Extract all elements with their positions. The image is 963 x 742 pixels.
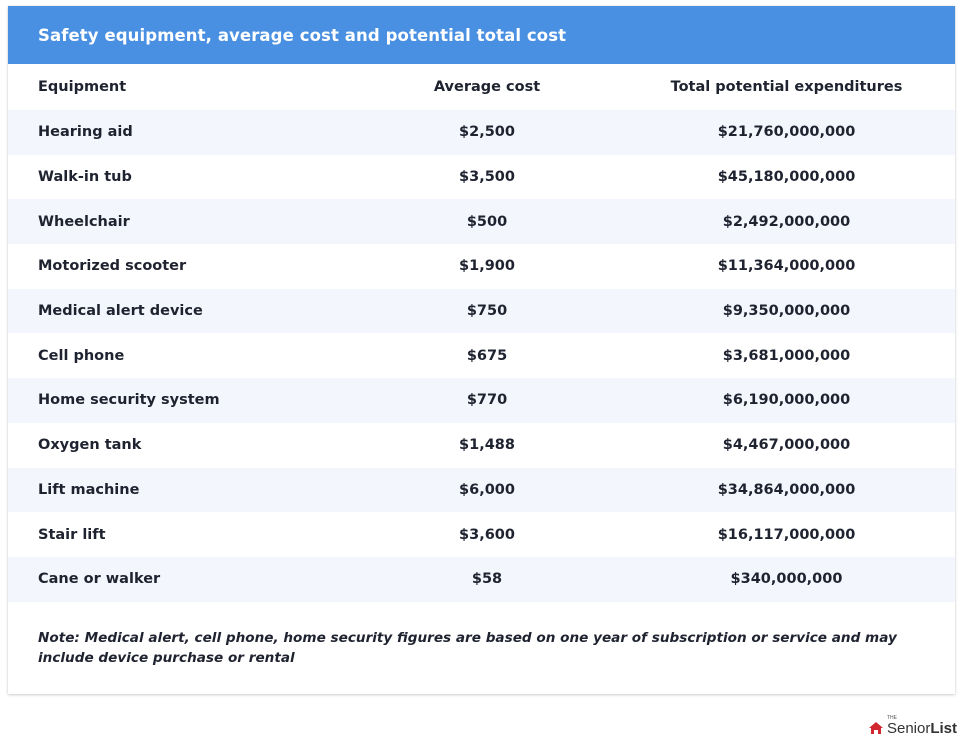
table-row: Hearing aid $2,500 $21,760,000,000 bbox=[8, 110, 955, 155]
table-row: Walk-in tub $3,500 $45,180,000,000 bbox=[8, 154, 955, 200]
cell-equipment: Cane or walker bbox=[38, 571, 161, 588]
logo-word-list: List bbox=[930, 719, 957, 737]
cell-average-cost: $675 bbox=[466, 347, 508, 364]
table-body: Hearing aid $2,500 $21,760,000,000 Walk-in … bbox=[8, 110, 955, 602]
cell-total-expenditures: $2,492,000,000 bbox=[722, 213, 851, 230]
column-header-total-expenditures: Total potential expenditures bbox=[670, 79, 903, 95]
cell-average-cost: $1,488 bbox=[459, 437, 515, 454]
table-note: Note: Medical alert, cell phone, home se… bbox=[38, 629, 897, 666]
senior-list-house-icon bbox=[868, 722, 883, 734]
cell-equipment: Wheelchair bbox=[38, 213, 130, 230]
column-header-equipment: Equipment bbox=[38, 79, 127, 95]
cell-total-expenditures: $45,180,000,000 bbox=[717, 169, 856, 186]
logo-prefix: THE bbox=[886, 714, 897, 721]
cell-equipment: Walk-in tub bbox=[38, 169, 132, 186]
cell-equipment: Home security system bbox=[38, 392, 220, 409]
table-row: Oxygen tank $1,488 $4,467,000,000 bbox=[8, 422, 955, 468]
cell-equipment: Lift machine bbox=[38, 481, 140, 498]
table-row: Cell phone $675 $3,681,000,000 bbox=[8, 333, 955, 379]
cell-average-cost: $1,900 bbox=[459, 258, 515, 275]
cell-average-cost: $2,500 bbox=[459, 124, 515, 141]
cell-total-expenditures: $9,350,000,000 bbox=[722, 303, 851, 320]
cell-average-cost: $770 bbox=[466, 392, 508, 409]
table-row: Medical alert device $750 $9,350,000,000 bbox=[8, 288, 955, 334]
cell-equipment: Oxygen tank bbox=[38, 437, 142, 454]
logo-word-senior: Senior bbox=[886, 719, 931, 737]
table-title: Safety equipment, average cost and poten… bbox=[8, 6, 955, 64]
table-row: Cane or walker $58 $340,000,000 bbox=[8, 556, 955, 602]
table-row: Lift machine $6,000 $34,864,000,000 bbox=[8, 467, 955, 513]
cell-equipment: Cell phone bbox=[38, 347, 125, 364]
table-row: Home security system $770 $6,190,000,000 bbox=[8, 378, 955, 423]
logo-wordmark: THE SeniorList bbox=[886, 715, 957, 737]
table-row: Motorized scooter $1,900 $11,364,000,000 bbox=[8, 244, 955, 289]
cell-equipment: Medical alert device bbox=[38, 303, 203, 320]
cell-equipment: Stair lift bbox=[38, 526, 106, 543]
cell-average-cost: $750 bbox=[466, 303, 508, 320]
cell-average-cost: $3,500 bbox=[459, 169, 515, 186]
cell-total-expenditures: $21,760,000,000 bbox=[717, 124, 856, 141]
cell-total-expenditures: $4,467,000,000 bbox=[722, 437, 851, 454]
cell-average-cost: $500 bbox=[466, 213, 508, 230]
cell-total-expenditures: $6,190,000,000 bbox=[722, 392, 851, 409]
cost-table-card: Safety equipment, average cost and poten… bbox=[8, 6, 955, 694]
table-row: Wheelchair $500 $2,492,000,000 bbox=[8, 199, 955, 245]
table-row: Stair lift $3,600 $16,117,000,000 bbox=[8, 512, 955, 557]
cell-total-expenditures: $11,364,000,000 bbox=[717, 258, 856, 275]
cell-average-cost: $3,600 bbox=[459, 526, 515, 543]
column-header-average-cost: Average cost bbox=[433, 79, 541, 95]
cell-total-expenditures: $34,864,000,000 bbox=[717, 481, 856, 498]
table-header-row: Equipment Average cost Total potential e… bbox=[8, 64, 955, 110]
senior-list-logo: THE SeniorList bbox=[868, 715, 957, 739]
cell-equipment: Motorized scooter bbox=[38, 258, 187, 275]
cell-total-expenditures: $340,000,000 bbox=[730, 571, 843, 588]
cell-average-cost: $6,000 bbox=[459, 481, 515, 498]
cell-equipment: Hearing aid bbox=[38, 124, 133, 141]
cell-total-expenditures: $16,117,000,000 bbox=[717, 526, 856, 543]
cell-total-expenditures: $3,681,000,000 bbox=[722, 347, 851, 364]
cell-average-cost: $58 bbox=[471, 571, 503, 588]
cost-table: Equipment Average cost Total potential e… bbox=[8, 64, 955, 602]
